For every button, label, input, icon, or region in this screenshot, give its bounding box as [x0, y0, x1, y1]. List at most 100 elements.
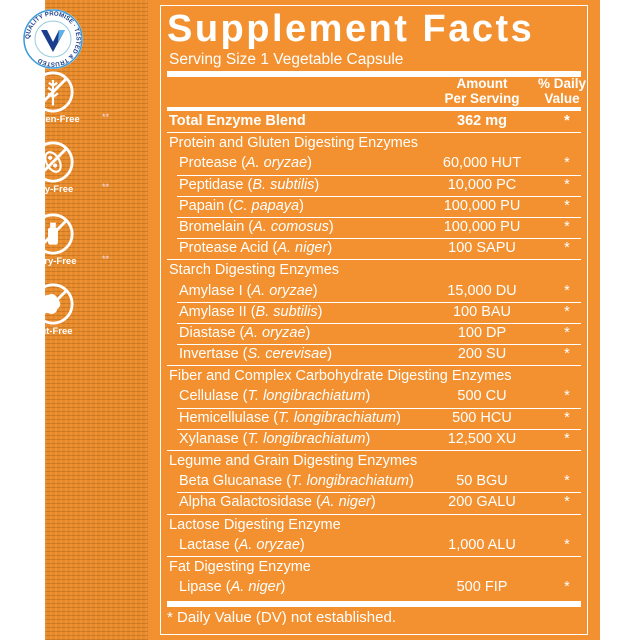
facts-rows: Total Enzyme Blend 362 mg * Protein and Glu… [167, 111, 581, 598]
nutrient-row: Invertase (S. cerevisae) 200 SU * [167, 344, 581, 365]
badge-label: Dairy-Free [29, 256, 77, 267]
amount: 100 DP [457, 324, 507, 341]
name-text: Xylanase ( [179, 430, 248, 447]
name-text: Hemicellulase ( [179, 409, 279, 426]
name-text: Fiber and Complex Carbohydrate Digesting… [169, 368, 512, 385]
row-name: Bromelain (A. comosus) [179, 217, 334, 237]
name-close: ) [396, 409, 401, 426]
total-row: Total Enzyme Blend 362 mg * [167, 111, 581, 132]
name-text: Alpha Galactosidase ( [179, 494, 321, 511]
nutrient-row: Peptidase (B. subtilis) 10,000 PC * [167, 174, 581, 196]
badge-nut-free: Nut-Free [22, 282, 84, 337]
name-close: ) [312, 282, 318, 299]
badge-strip [45, 0, 148, 640]
badge-gluten-free: Gluten-Free ** [22, 70, 109, 125]
amount: 1,000 ALU [448, 536, 516, 553]
daily-value: * [564, 155, 570, 172]
badge-mark: ** [102, 112, 110, 122]
row-name: Legume and Grain Digesting Enzymes [169, 451, 417, 471]
name-close: ) [370, 494, 376, 511]
nutrient-row: Cellulase (T. longibrachiatum) 500 CU * [167, 386, 581, 407]
amount: 50 BGU [456, 473, 508, 490]
daily-value: * [564, 430, 570, 447]
daily-value: * [564, 409, 570, 426]
no-wheat-icon [32, 71, 74, 113]
daily-value: * [564, 346, 570, 363]
daily-value: * [564, 536, 570, 553]
footnote: * Daily Value (DV) not established. [167, 609, 396, 626]
latin-name: T. longibrachiatum [247, 430, 366, 447]
daily-value: * [564, 494, 570, 511]
row-name: Hemicellulase (T. longibrachiatum) [179, 408, 401, 428]
name-text: Protease Acid ( [179, 240, 278, 257]
name-text: Lipase ( [179, 579, 231, 596]
amount: 15,000 DU [447, 282, 517, 299]
row-name: Papain (C. papaya) [179, 196, 304, 216]
amount: 500 CU [457, 388, 507, 405]
amount: 200 GALU [448, 494, 516, 511]
row-name: Beta Glucanase (T. longibrachiatum) [179, 471, 414, 491]
row-name: Amylase II (B. subtilis) [179, 302, 322, 322]
nutrient-row: Alpha Galactosidase (A. niger) 200 GALU * [167, 492, 581, 513]
row-name: Cellulase (T. longibrachiatum) [179, 386, 370, 406]
amount: 362 mg [457, 113, 507, 129]
daily-value: * [564, 388, 570, 405]
badge-label: Gluten-Free [26, 114, 80, 125]
thick-divider [167, 71, 581, 77]
nutrient-row: Lactase (A. oryzae) 1,000 ALU * [167, 535, 581, 556]
row-name: Xylanase (T. longibrachiatum) [179, 429, 370, 449]
latin-name: A. niger [230, 579, 281, 596]
name-text: Peptidase ( [179, 176, 253, 193]
amount: 100,000 PU [443, 218, 521, 235]
name-text: Legume and Grain Digesting Enzymes [169, 453, 418, 469]
amount: 500 HCU [452, 409, 512, 426]
amount: 10,000 PC [447, 176, 517, 193]
amount: 200 SU [457, 346, 507, 363]
nutrient-row: Protease Acid (A. niger) 100 SAPU * [167, 238, 581, 259]
latin-name: B. subtilis [252, 176, 315, 193]
badge-label: Nut-Free [33, 326, 73, 337]
dv-header: % Daily Value [534, 76, 590, 106]
nutrient-row: Xylanase (T. longibrachiatum) 12,500 XU * [167, 428, 581, 450]
latin-name: A. oryzae [244, 324, 306, 341]
amount: 100,000 PU [443, 197, 521, 214]
name-text: Invertase ( [179, 346, 248, 363]
no-nut-icon [32, 283, 74, 325]
name-text: Diastase ( [179, 324, 245, 341]
name-close: ) [328, 218, 334, 235]
dv-header-line2: Value [544, 91, 580, 106]
name-text: Cellulase ( [179, 388, 248, 405]
name-text: Bromelain ( [179, 218, 254, 235]
row-name: Amylase I (A. oryzae) [179, 281, 318, 301]
name-close: ) [307, 155, 312, 172]
group-heading: Lactose Digesting Enzyme [167, 513, 581, 535]
facts-panel [148, 0, 600, 640]
badge-soy-free: Soy-Free ** [22, 140, 109, 195]
daily-value: * [564, 197, 570, 214]
amount-header-line2: Per Serving [444, 91, 520, 106]
name-text: Fat Digesting Enzyme [169, 558, 311, 575]
name-text: Amylase I ( [179, 282, 252, 299]
badge-mark: ** [102, 254, 110, 264]
daily-value: * [564, 282, 570, 299]
name-close: ) [327, 346, 333, 363]
group-heading: Protein and Gluten Digesting Enzymes [167, 132, 581, 153]
latin-name: A. oryzae [245, 155, 308, 172]
name-close: ) [314, 176, 320, 193]
header-divider [167, 107, 581, 111]
row-name: Protein and Gluten Digesting Enzymes [169, 133, 418, 153]
latin-name: A. oryzae [238, 536, 300, 553]
row-name: Invertase (S. cerevisae) [179, 344, 332, 364]
no-soy-icon [32, 141, 74, 183]
nutrient-row: Hemicellulase (T. longibrachiatum) 500 HC… [167, 407, 581, 429]
row-name: Fat Digesting Enzyme [169, 557, 311, 577]
dv-header-line1: % Daily [537, 76, 587, 91]
row-name: Total Enzyme Blend [169, 111, 306, 131]
latin-name: T. longibrachiatum [278, 409, 397, 426]
supplement-facts-label: Supplement Facts Serving Size 1 Vegetabl… [160, 5, 588, 635]
bottom-divider [167, 601, 581, 607]
amount: 100 SAPU [448, 240, 516, 257]
daily-value: * [564, 473, 570, 490]
name-text: Amylase II ( [179, 303, 256, 320]
daily-value: * [564, 113, 570, 129]
